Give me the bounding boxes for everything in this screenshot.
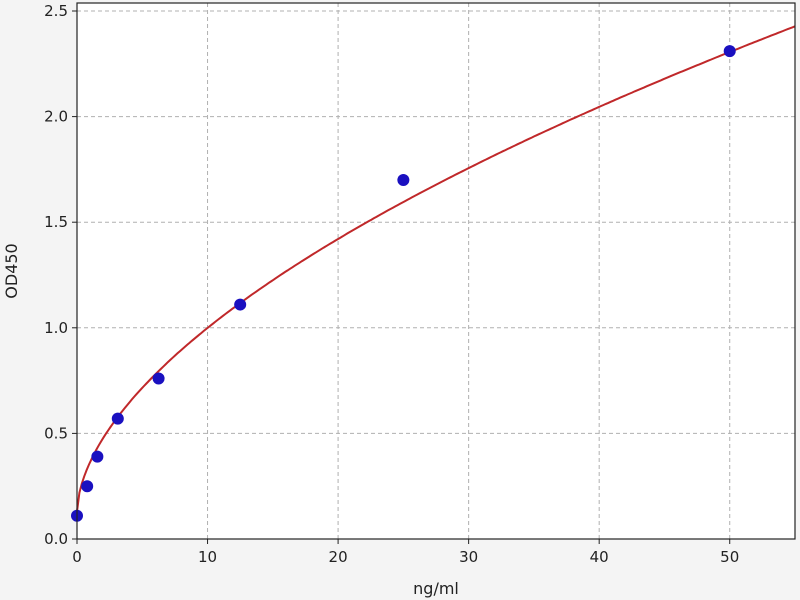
data-points: [71, 45, 736, 522]
x-tick-label: 10: [198, 548, 217, 566]
plot-frame: [76, 2, 796, 540]
data-point: [111, 412, 124, 425]
y-tick-label: 1.0: [44, 319, 68, 337]
x-tick-label: 0: [72, 548, 82, 566]
axes: 0 10 20 30 40 50 0.0 0.5 1.0 1.5 2.0 2.5: [44, 2, 796, 566]
y-tick-label: 2.0: [44, 108, 68, 126]
data-point: [81, 480, 94, 493]
x-tick-label: 20: [329, 548, 348, 566]
y-tick-label: 0.0: [44, 530, 68, 548]
x-tick-label: 50: [720, 548, 739, 566]
y-tick-label: 2.5: [44, 2, 68, 20]
plot-area: [77, 3, 795, 539]
data-point: [397, 173, 410, 186]
grid: [77, 3, 795, 539]
fit-curve: [76, 25, 796, 512]
x-tick-label: 30: [459, 548, 478, 566]
data-point: [91, 450, 104, 463]
x-axis-label: ng/ml: [413, 579, 459, 598]
x-tick-label: 40: [590, 548, 609, 566]
data-point: [152, 372, 165, 385]
y-tick-label: 0.5: [44, 424, 68, 442]
data-point: [234, 298, 247, 311]
data-point: [723, 45, 736, 58]
y-axis-label: OD450: [2, 243, 21, 298]
y-tick-label: 1.5: [44, 213, 68, 231]
